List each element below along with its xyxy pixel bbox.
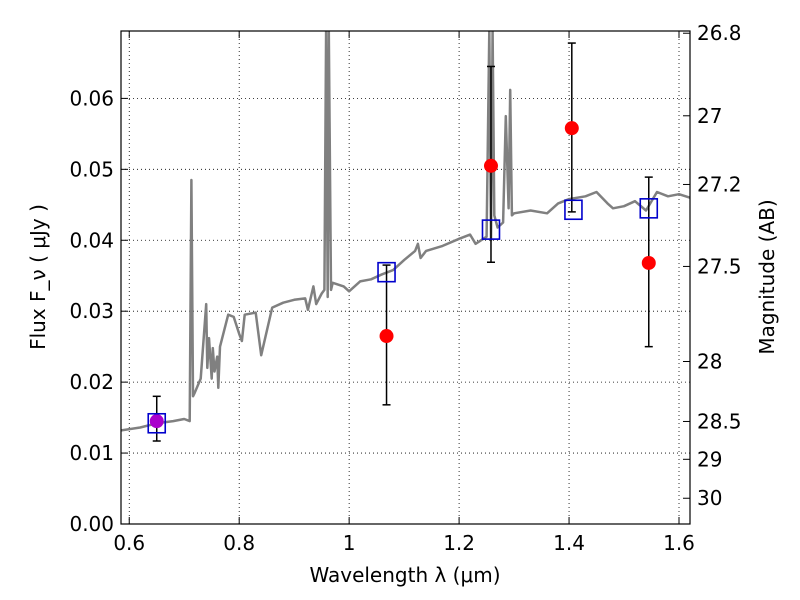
spectrum-line bbox=[121, 31, 690, 432]
model-point bbox=[564, 199, 583, 221]
model-point bbox=[639, 198, 659, 219]
right-tick-label: 29 bbox=[697, 447, 722, 471]
model-point bbox=[377, 261, 396, 283]
y-tick-label: 0.03 bbox=[69, 299, 114, 323]
right-axis-label: Magnitude (AB) bbox=[755, 199, 779, 354]
y-tick-label: 0.06 bbox=[69, 86, 114, 110]
x-tick-label: 1.6 bbox=[663, 531, 695, 555]
model-points bbox=[147, 198, 659, 434]
model-point bbox=[481, 219, 501, 240]
observed-point bbox=[564, 121, 579, 136]
x-tick-label: 0.6 bbox=[113, 531, 145, 555]
y-tick-label: 0.02 bbox=[69, 370, 114, 394]
y-axis-label: Flux F_ν ( μJy ) bbox=[26, 204, 50, 350]
right-tick-label: 28.5 bbox=[697, 409, 742, 433]
plot-area bbox=[121, 31, 690, 442]
x-axis-label: Wavelength λ (μm) bbox=[309, 563, 500, 587]
y-tick-label: 0.00 bbox=[69, 512, 114, 536]
y-tick-label: 0.04 bbox=[69, 228, 114, 252]
observed-point bbox=[379, 329, 394, 344]
axis-ticks bbox=[121, 31, 690, 525]
x-tick-label: 1 bbox=[343, 531, 356, 555]
right-tick-labels: 26.8 27 27.2 27.5 28 28.5 29 30 bbox=[697, 21, 742, 510]
right-tick-label: 30 bbox=[697, 486, 722, 510]
right-tick-label: 27.2 bbox=[697, 172, 742, 196]
x-tick-label: 1.4 bbox=[553, 531, 585, 555]
observed-points bbox=[149, 121, 656, 429]
plot-frame bbox=[120, 30, 691, 525]
observed-point bbox=[641, 255, 656, 270]
x-tick-labels: 0.6 0.8 1 1.2 1.4 1.6 bbox=[113, 531, 695, 555]
right-tick-label: 27.5 bbox=[697, 254, 742, 278]
right-tick-label: 27 bbox=[697, 104, 722, 128]
observed-point bbox=[149, 414, 164, 429]
x-tick-label: 0.8 bbox=[223, 531, 255, 555]
y-tick-label: 0.05 bbox=[69, 157, 114, 181]
right-tick-label: 28 bbox=[697, 349, 722, 373]
x-tick-label: 1.2 bbox=[443, 531, 475, 555]
observed-point bbox=[483, 158, 498, 173]
model-point bbox=[147, 412, 167, 434]
y-tick-labels: 0.00 0.01 0.02 0.03 0.04 0.05 0.06 bbox=[69, 86, 114, 536]
right-tick-label: 26.8 bbox=[697, 21, 742, 45]
y-tick-label: 0.01 bbox=[69, 441, 114, 465]
